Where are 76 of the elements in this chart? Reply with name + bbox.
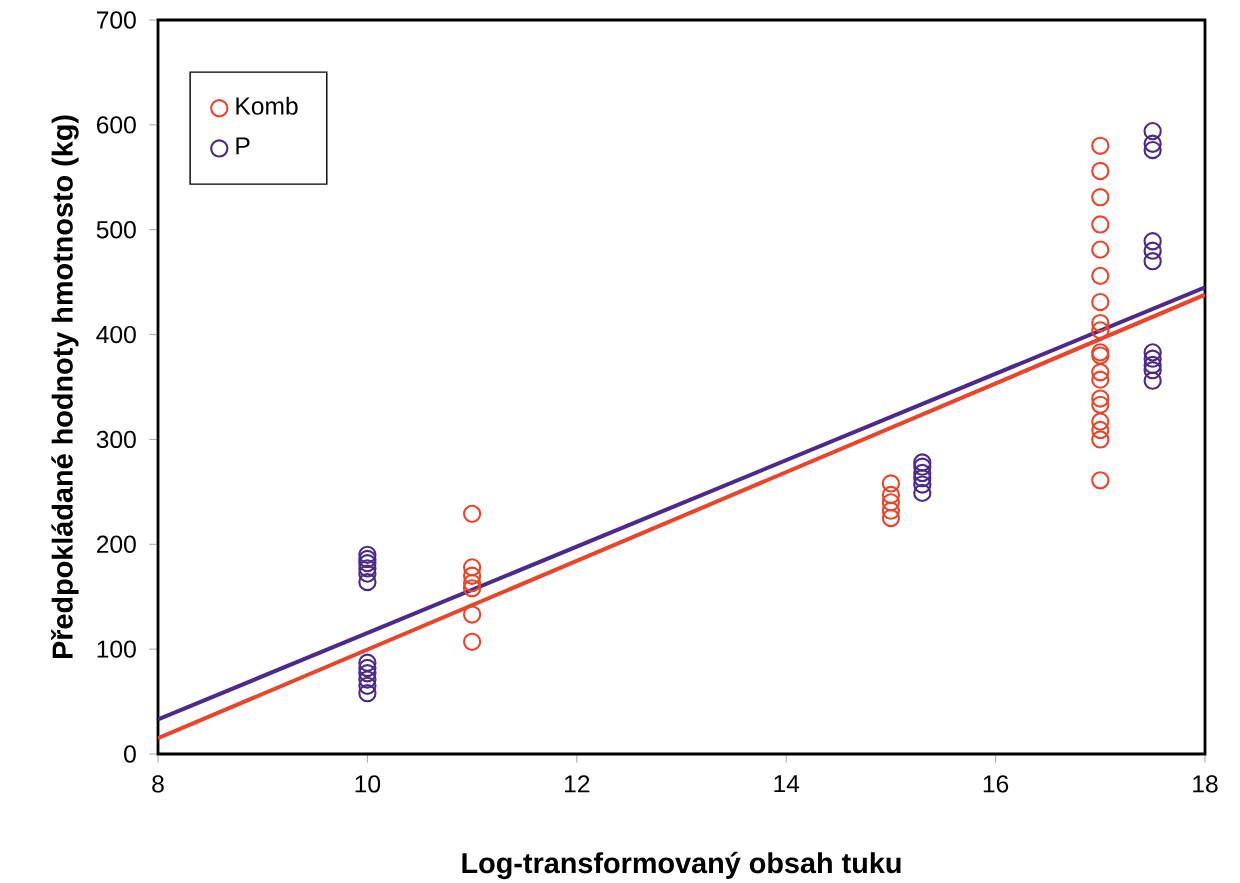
point bbox=[1143, 371, 1162, 390]
x-tick-label: 18 bbox=[1193, 775, 1218, 793]
point bbox=[358, 554, 377, 573]
point bbox=[358, 549, 377, 569]
point bbox=[1143, 140, 1162, 160]
point bbox=[1143, 355, 1162, 375]
point bbox=[1091, 420, 1110, 440]
point bbox=[462, 605, 482, 624]
point bbox=[1143, 241, 1162, 260]
point bbox=[1091, 370, 1110, 389]
point bbox=[1091, 430, 1110, 449]
point bbox=[358, 684, 377, 703]
point bbox=[1091, 188, 1110, 207]
legend-label: Komb bbox=[236, 96, 298, 115]
y-tick-label: 300 bbox=[96, 430, 136, 449]
point bbox=[913, 457, 932, 476]
x-tick-label: 8 bbox=[152, 775, 164, 793]
point bbox=[1091, 266, 1110, 285]
y-tick-label: 600 bbox=[97, 116, 136, 134]
point bbox=[1143, 252, 1162, 271]
point bbox=[1091, 389, 1110, 408]
point bbox=[358, 658, 377, 678]
point bbox=[913, 469, 932, 488]
point bbox=[358, 670, 377, 689]
point bbox=[462, 558, 482, 577]
point bbox=[1091, 321, 1110, 340]
point bbox=[881, 493, 901, 512]
point bbox=[462, 632, 482, 651]
point bbox=[1143, 361, 1162, 380]
x-tick-label: 12 bbox=[564, 775, 590, 793]
point bbox=[881, 508, 901, 528]
point bbox=[1091, 395, 1110, 414]
point bbox=[1091, 161, 1110, 181]
y-tick-label: 400 bbox=[96, 325, 136, 344]
point bbox=[881, 485, 901, 505]
point bbox=[1143, 122, 1162, 141]
x-tick-label: 16 bbox=[983, 775, 1009, 793]
point bbox=[462, 504, 482, 524]
point bbox=[913, 483, 932, 503]
point bbox=[358, 559, 377, 578]
y-tick-label: 100 bbox=[97, 640, 136, 658]
point bbox=[1143, 134, 1162, 153]
point bbox=[1091, 412, 1110, 431]
x-axis-title: Log-transformovaný obsah tuku bbox=[462, 851, 901, 880]
point bbox=[1143, 349, 1162, 368]
point bbox=[913, 453, 932, 472]
point bbox=[1091, 313, 1110, 333]
point bbox=[462, 573, 482, 593]
point bbox=[1091, 215, 1110, 234]
point bbox=[358, 664, 377, 683]
y-axis-title: Předpokládané hodnoty hmotnosto (kg) bbox=[51, 115, 79, 659]
point bbox=[881, 474, 901, 493]
legend-label: P bbox=[236, 137, 250, 155]
point bbox=[358, 545, 377, 564]
point bbox=[881, 501, 901, 520]
point bbox=[1091, 240, 1110, 259]
x-tick-label: 14 bbox=[774, 775, 800, 793]
point bbox=[358, 564, 377, 583]
x-tick-label: 10 bbox=[355, 775, 381, 793]
y-tick-label: 500 bbox=[96, 221, 136, 239]
point bbox=[913, 463, 932, 483]
point bbox=[1091, 136, 1110, 155]
point bbox=[462, 579, 482, 598]
point bbox=[1143, 343, 1162, 362]
point bbox=[1091, 292, 1110, 312]
point bbox=[358, 676, 377, 695]
point bbox=[1091, 363, 1110, 382]
point bbox=[358, 572, 377, 592]
y-tick-label: 200 bbox=[96, 535, 136, 553]
point bbox=[462, 566, 482, 585]
point bbox=[1091, 471, 1110, 490]
y-tick-label: 0 bbox=[124, 745, 136, 763]
y-tick-label: 700 bbox=[97, 11, 136, 29]
point bbox=[358, 653, 377, 672]
point bbox=[913, 475, 932, 494]
point bbox=[1143, 232, 1162, 251]
